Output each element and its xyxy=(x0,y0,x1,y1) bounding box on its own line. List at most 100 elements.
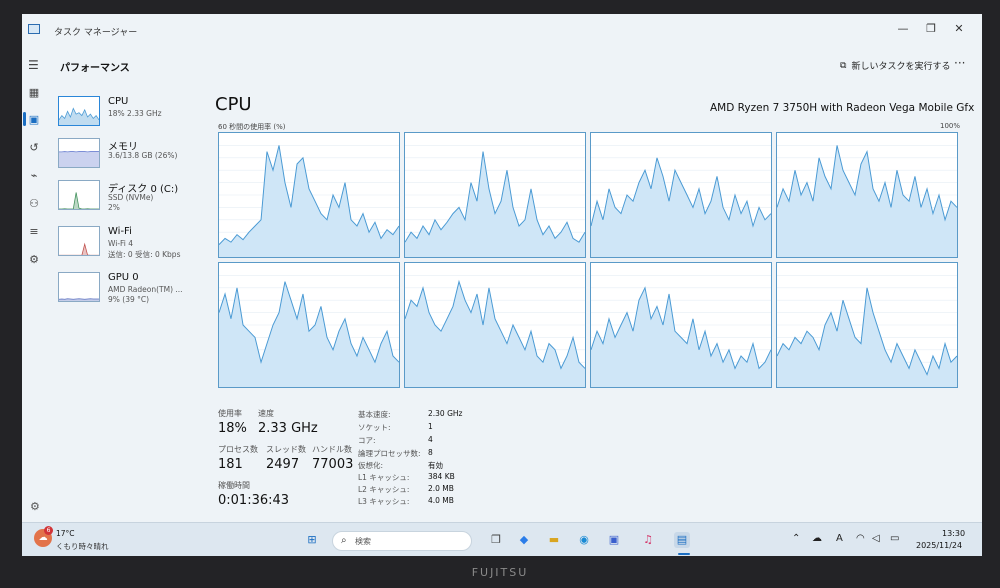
clock-date[interactable]: 2025/11/24 xyxy=(916,541,963,550)
settings-gear-icon[interactable]: ⚙ xyxy=(30,500,40,513)
resource-name: CPU xyxy=(108,96,129,107)
process-count-label: プロセス数 xyxy=(218,445,258,454)
media-player-icon[interactable]: ♫ xyxy=(643,533,653,546)
thread-count-value: 2497 xyxy=(266,457,300,472)
resource-item-disk[interactable]: ディスク 0 (C:) SSD (NVMe) 2% xyxy=(58,180,228,220)
spec-value: 2.0 MB xyxy=(428,484,454,493)
app-history-icon[interactable]: ↺ xyxy=(29,141,39,154)
resource-item-gpu[interactable]: GPU 0 AMD Radeon(TM) ... 9% (39 °C) xyxy=(58,272,228,312)
memory-thumb-area xyxy=(59,151,99,167)
start-menu-icon[interactable]: ⊞ xyxy=(307,533,317,546)
taskbar: ☁ 6 17°C くもり時々晴れ ⊞ ⌕ 検索 ❐ ◆ ▬ ◉ ▣ ♫ ▤ ⌃ … xyxy=(22,522,982,556)
usage-area xyxy=(405,281,585,387)
volume-icon[interactable]: ◁ xyxy=(872,533,880,544)
spec-label: 基本速度: xyxy=(358,410,391,419)
logical-processor-graph-5 xyxy=(404,262,586,388)
thread-count-label: スレッド数 xyxy=(266,445,306,454)
resource-detail: 18% 2.33 GHz xyxy=(108,109,162,118)
maximize-button[interactable]: ❐ xyxy=(926,22,936,35)
resource-detail-2: 2% xyxy=(108,203,120,212)
close-button[interactable]: ✕ xyxy=(954,22,964,35)
weather-description[interactable]: くもり時々晴れ xyxy=(56,542,109,551)
usage-line xyxy=(591,157,771,228)
gpu-thumb-area xyxy=(59,298,99,301)
wifi-thumbnail-graph xyxy=(58,226,100,256)
spec-value: 4 xyxy=(428,435,433,444)
page-title: パフォーマンス xyxy=(60,63,130,74)
spec-value: 有効 xyxy=(428,461,443,470)
usage-line xyxy=(591,286,771,370)
cpu-thumb-area xyxy=(59,108,99,125)
rail-active-indicator xyxy=(23,112,26,126)
resource-name: メモリ xyxy=(108,142,138,153)
usage-area xyxy=(219,281,399,387)
logical-processor-graph-7 xyxy=(776,262,958,388)
handle-count-value: 77003 xyxy=(312,457,354,472)
run-task-icon: ⧉ xyxy=(840,60,847,71)
resource-detail: 3.6/13.8 GB (26%) xyxy=(108,151,178,160)
usage-line xyxy=(777,145,957,222)
resource-detail: AMD Radeon(TM) ... xyxy=(108,285,183,294)
gpu-thumbnail-graph xyxy=(58,272,100,302)
logical-processor-graph-6 xyxy=(590,262,772,388)
taskbar-search-box[interactable]: ⌕ 検索 xyxy=(332,531,472,551)
wifi-icon[interactable]: ◠ xyxy=(856,533,865,544)
task-manager-taskbar-icon[interactable]: ▤ xyxy=(674,532,690,548)
spec-label: L1 キャッシュ: xyxy=(358,473,410,482)
file-explorer-icon[interactable]: ▬ xyxy=(548,533,560,546)
spec-value: 8 xyxy=(428,448,433,457)
spec-value: 4.0 MB xyxy=(428,496,454,505)
services-icon[interactable]: ⚙ xyxy=(29,253,39,266)
resource-item-cpu[interactable]: CPU 18% 2.33 GHz xyxy=(58,96,228,136)
active-app-indicator xyxy=(678,553,690,555)
processes-icon[interactable]: ▦ xyxy=(28,86,40,99)
store-icon[interactable]: ▣ xyxy=(608,533,620,546)
ime-indicator-icon[interactable]: A xyxy=(836,533,843,544)
startup-apps-icon[interactable]: ⌁ xyxy=(30,169,38,182)
spec-value: 2.30 GHz xyxy=(428,409,463,418)
usage-value: 18% xyxy=(218,421,247,436)
more-options-button[interactable]: ··· xyxy=(954,56,966,70)
usage-area xyxy=(777,287,957,387)
search-icon: ⌕ xyxy=(341,535,347,546)
wifi-thumb-area xyxy=(81,244,88,255)
show-hidden-icons-icon[interactable]: ⌃ xyxy=(792,533,801,544)
usage-line xyxy=(405,151,585,243)
logical-processor-graph-1 xyxy=(404,132,586,258)
weather-temperature[interactable]: 17°C xyxy=(56,529,75,538)
disk-thumb-line xyxy=(59,192,99,209)
hamburger-menu-icon[interactable]: ☰ xyxy=(28,58,39,72)
resource-detail: SSD (NVMe) xyxy=(108,193,154,202)
spec-label: ソケット: xyxy=(358,423,391,432)
screen: タスク マネージャー — ❐ ✕ ☰ パフォーマンス ⧉ 新しいタスクを実行する… xyxy=(22,14,982,556)
details-icon[interactable]: ≡ xyxy=(29,225,39,238)
usage-area xyxy=(591,287,771,387)
performance-icon[interactable]: ▣ xyxy=(28,113,40,126)
usage-area xyxy=(405,151,585,257)
memory-thumbnail-graph xyxy=(58,138,100,168)
spec-label: L3 キャッシュ: xyxy=(358,497,410,506)
copilot-icon[interactable]: ◆ xyxy=(519,533,529,546)
resource-detail-2: 9% (39 °C) xyxy=(108,295,150,304)
cloud-icon[interactable]: ☁ xyxy=(812,533,822,544)
spec-value: 384 KB xyxy=(428,472,455,481)
resource-item-memory[interactable]: メモリ 3.6/13.8 GB (26%) xyxy=(58,138,228,178)
logical-processor-graph-0 xyxy=(218,132,400,258)
run-new-task-button[interactable]: ⧉ 新しいタスクを実行する xyxy=(840,59,950,73)
resource-name: ディスク 0 (C:) xyxy=(108,184,179,195)
usage-area xyxy=(591,157,771,257)
minimize-button[interactable]: — xyxy=(897,22,909,35)
cpu-thumbnail-graph xyxy=(58,96,100,126)
clock-time[interactable]: 13:30 xyxy=(942,529,966,538)
users-icon[interactable]: ⚇ xyxy=(29,197,39,210)
battery-icon[interactable]: ▭ xyxy=(890,533,900,544)
logical-processor-graph-2 xyxy=(590,132,772,258)
wifi-thumb-line xyxy=(59,242,99,255)
edge-browser-icon[interactable]: ◉ xyxy=(579,533,589,546)
title-bar: タスク マネージャー — ❐ ✕ xyxy=(22,14,982,46)
gpu-thumb-line xyxy=(59,298,99,300)
task-view-icon[interactable]: ❐ xyxy=(491,533,501,546)
resource-item-wifi[interactable]: Wi-Fi Wi-Fi 4 送信: 0 受信: 0 Kbps xyxy=(58,226,228,266)
usage-area xyxy=(777,145,957,257)
usage-line xyxy=(777,287,957,376)
